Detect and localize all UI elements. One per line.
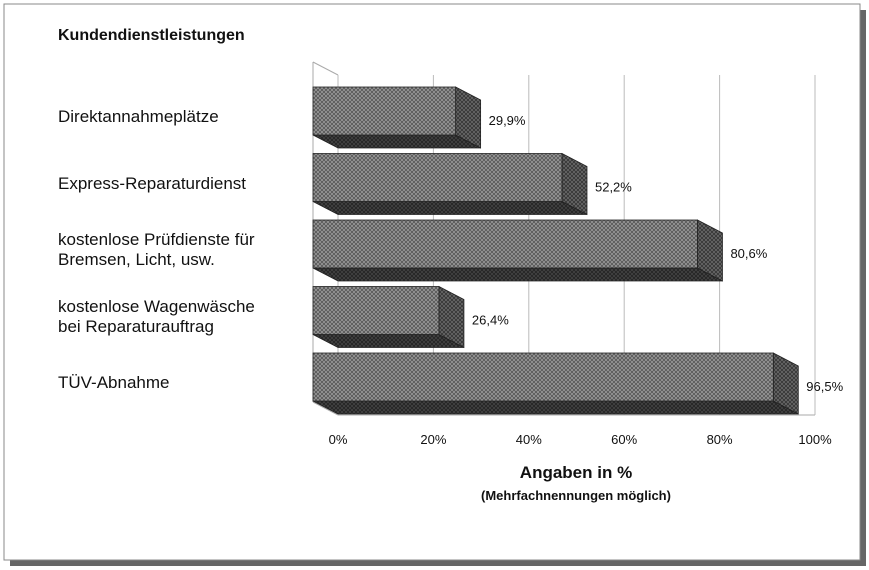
- x-tick-label: 60%: [611, 432, 637, 447]
- bar: [312, 219, 698, 269]
- x-tick-label: 20%: [420, 432, 446, 447]
- bar: [312, 86, 457, 136]
- x-tick-label: 100%: [798, 432, 832, 447]
- bar: [312, 286, 440, 335]
- category-label: kostenlose Prüfdienste für Bremsen, Lich…: [58, 230, 255, 269]
- value-label: 29,9%: [489, 113, 526, 128]
- x-tick-label: 80%: [707, 432, 733, 447]
- category-label: TÜV-Abnahme: [58, 373, 170, 392]
- wall-edge: [312, 401, 339, 416]
- bar-bottom: [312, 201, 588, 215]
- wall-edge: [312, 61, 339, 76]
- x-axis-label: Angaben in %: [520, 463, 632, 482]
- chart-title: Kundendienstleistungen: [58, 27, 245, 44]
- bar-bottom: [312, 267, 723, 282]
- note: (Mehrfachnennungen möglich): [481, 488, 671, 503]
- category-label: Direktannahmeplätze: [58, 107, 219, 126]
- category-label: kostenlose Wagenwäsche bei Reparaturauft…: [58, 296, 255, 336]
- bar-bottom: [312, 334, 465, 348]
- bar-bottom: [312, 134, 481, 149]
- bar-bottom: [312, 400, 799, 415]
- value-label: 80,6%: [730, 246, 767, 261]
- bar: [312, 352, 774, 402]
- value-label: 52,2%: [595, 180, 632, 195]
- value-label: 26,4%: [472, 313, 509, 328]
- bar: [312, 153, 563, 202]
- category-label: Express-Reparaturdienst: [58, 173, 247, 193]
- x-tick-label: 0%: [329, 432, 348, 447]
- x-tick-label: 40%: [516, 432, 542, 447]
- value-label: 96,5%: [806, 379, 843, 394]
